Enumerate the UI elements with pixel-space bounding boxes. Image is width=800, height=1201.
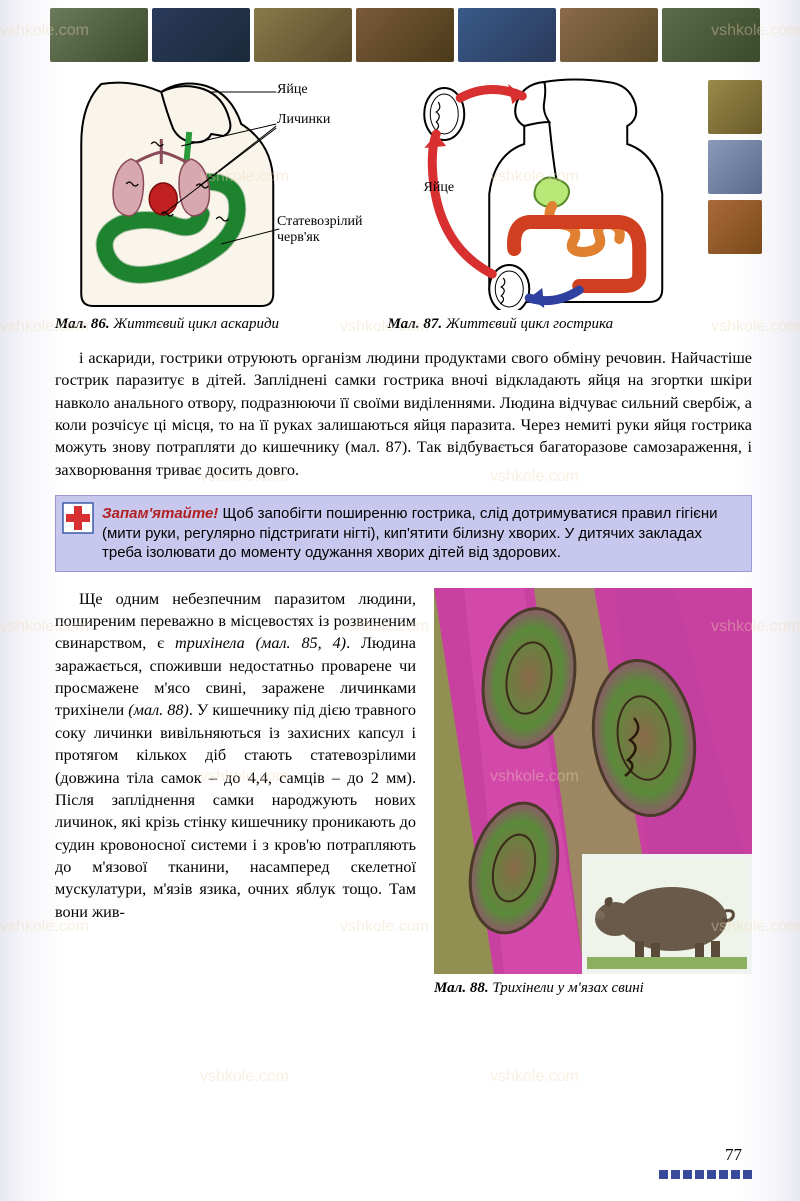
lower-section: Ще одним небезпечним паразитом людини, п… <box>55 588 752 997</box>
header-thumb <box>152 8 250 62</box>
fig86-label-egg: Яйце <box>277 82 308 98</box>
paragraph-2: Ще одним небезпечним паразитом людини, п… <box>55 588 416 997</box>
page-number: 77 <box>725 1145 742 1165</box>
header-thumb <box>50 8 148 62</box>
fig86-caption-text: Життєвий цикл аскариди <box>113 316 279 332</box>
fig88-caption-text: Трихінели у м'язах свині <box>492 980 644 996</box>
para2-b: трихінела (мал. 85, 4) <box>175 634 346 652</box>
header-thumbnail-strip <box>50 8 760 62</box>
figure-87-caption: Мал. 87. Життєвий цикл гострика <box>388 316 701 333</box>
side-thumb <box>708 80 762 134</box>
header-thumb <box>458 8 556 62</box>
fig88-pig-inset <box>582 854 752 974</box>
figure-86: Яйце Личинки Статевозрілий черв'як Мал. … <box>55 74 368 333</box>
callout-keyword: Запам'ятайте! <box>102 505 218 522</box>
fig87-caption-text: Життєвий цикл гострика <box>446 316 613 332</box>
para2-d: (мал. 88) <box>128 701 189 719</box>
side-thumb <box>708 140 762 194</box>
fig86-label-larvae: Личинки <box>277 112 330 128</box>
figure-88-image <box>434 588 752 974</box>
figure-86-svg <box>55 74 368 310</box>
figure-88: Мал. 88. Трихінели у м'язах свині <box>434 588 752 997</box>
remember-callout: Запам'ятайте! Щоб запобігти поширенню го… <box>55 495 752 572</box>
watermark: vshkole.com <box>200 1068 289 1086</box>
fig86-label-adult: Статевозрілий черв'як <box>277 214 387 246</box>
figure-88-caption: Мал. 88. Трихінели у м'язах свині <box>434 980 752 997</box>
para2-e: . У кишечнику під дією травного соку лич… <box>55 701 416 920</box>
fig87-caption-prefix: Мал. 87. <box>388 316 443 332</box>
page-dots <box>659 1170 752 1179</box>
header-thumb <box>560 8 658 62</box>
side-thumbnail-strip <box>708 80 762 254</box>
watermark: vshkole.com <box>490 1068 579 1086</box>
figure-86-caption: Мал. 86. Життєвий цикл аскариди <box>55 316 368 333</box>
header-thumb <box>662 8 760 62</box>
medical-cross-icon <box>62 502 94 534</box>
fig87-label-egg: Яйце <box>424 180 455 196</box>
fig86-caption-prefix: Мал. 86. <box>55 316 110 332</box>
watermark: vshkole.com <box>711 318 800 336</box>
figure-87: Яйце Мал. 87. Життєвий цикл гострика <box>388 74 701 333</box>
header-thumb <box>254 8 352 62</box>
pig-icon <box>587 859 747 969</box>
para1-text: і аскариди, гострики отруюють організм л… <box>55 347 752 481</box>
fig88-caption-prefix: Мал. 88. <box>434 980 489 996</box>
side-thumb <box>708 200 762 254</box>
header-thumb <box>356 8 454 62</box>
paragraph-1: і аскариди, гострики отруюють організм л… <box>55 347 752 481</box>
figures-row: Яйце Личинки Статевозрілий черв'як Мал. … <box>55 74 700 333</box>
